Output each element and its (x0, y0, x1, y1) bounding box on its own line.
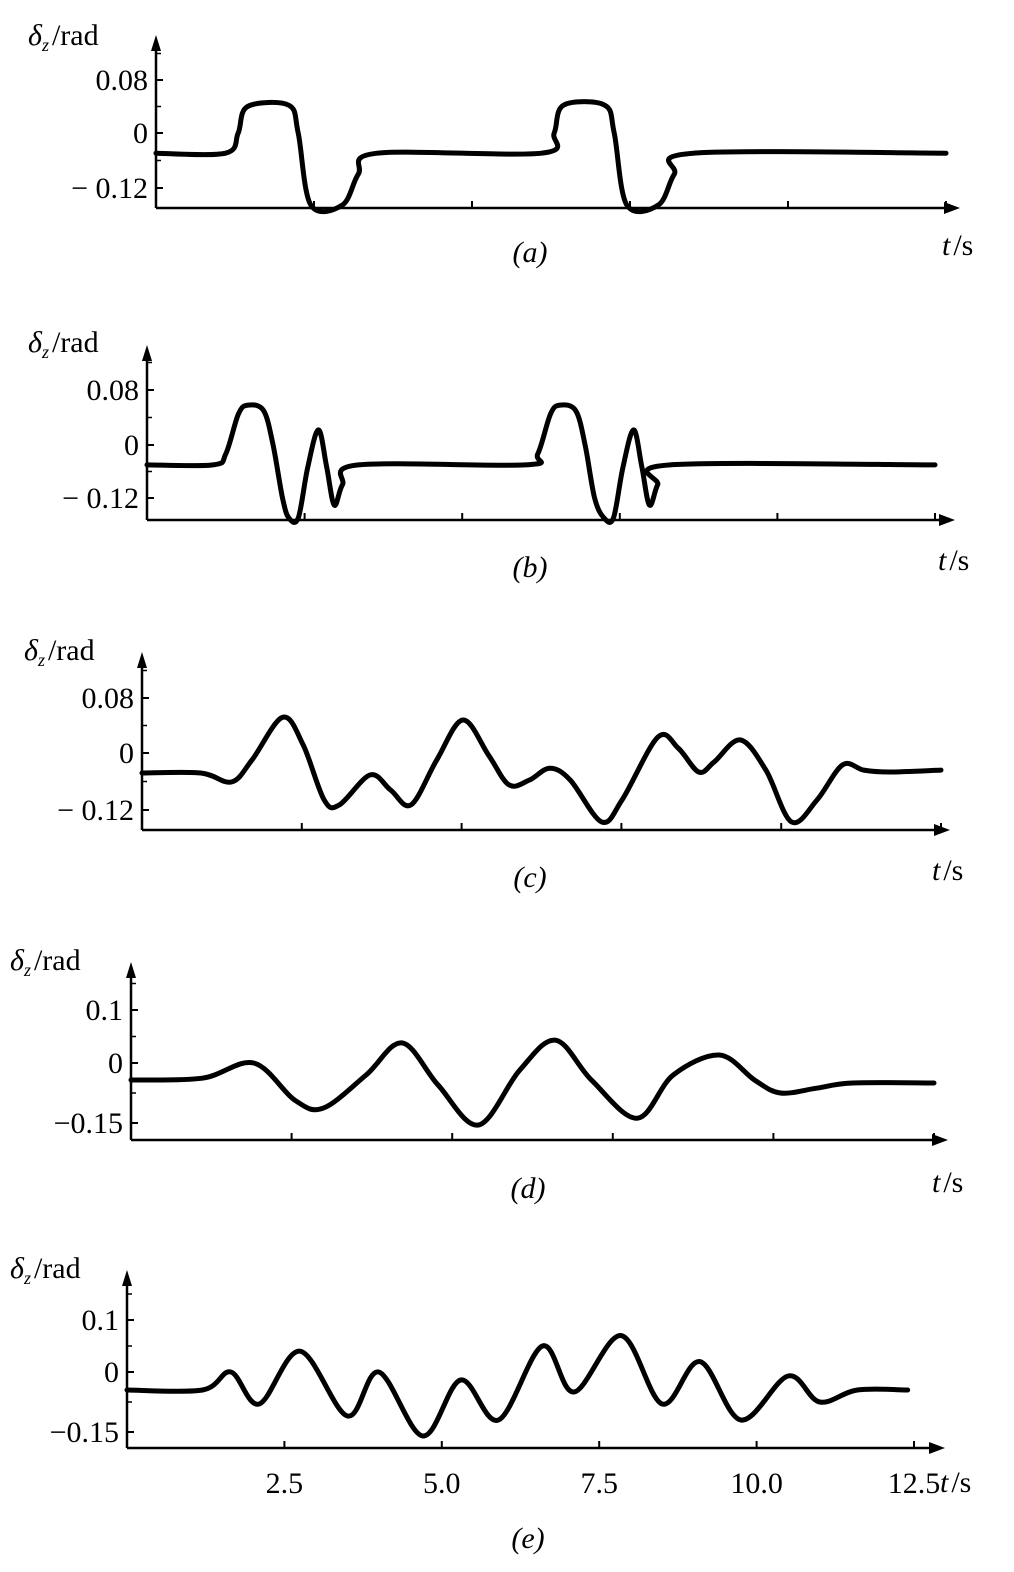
y-label-subscript: z (23, 960, 31, 980)
x-tick-label: 7.5 (580, 1467, 618, 1500)
x-label-symbol: t (938, 544, 947, 577)
subplot-c: 0.08 0 − 0.12 δz/rad t/s (c) (24, 634, 963, 894)
series-line (144, 402, 938, 525)
x-label-unit: /s (953, 229, 973, 262)
y-label-unit: /rad (34, 1252, 81, 1285)
subplot-b: 0.08 0 − 0.12 δz/rad t/s (b) (28, 326, 969, 584)
y-axis-arrow-icon (122, 1270, 132, 1286)
x-label-unit: /s (951, 1466, 971, 1499)
series-line (128, 1037, 937, 1128)
y-axis-label: δz/rad (10, 944, 81, 980)
x-label-symbol: t (932, 854, 941, 887)
y-tick-label: 0 (108, 1047, 123, 1080)
y-tick-label: − 0.12 (57, 794, 134, 827)
y-tick-label: −0.15 (50, 1416, 119, 1449)
y-label-subscript: z (37, 650, 45, 670)
series-line (153, 99, 949, 215)
x-label-symbol: t (942, 229, 951, 262)
y-tick-label: 0 (124, 429, 139, 462)
y-axis-arrow-icon (137, 652, 147, 668)
x-label-unit: /s (943, 1166, 963, 1199)
y-label-unit: /rad (48, 634, 95, 667)
series-line (124, 1333, 911, 1439)
x-axis-arrow-icon (932, 1134, 948, 1146)
subplot-e: 0.1 0 −0.15 2.5 5.0 7.5 10.0 12.5 δz/rad t/s (e) (10, 1252, 971, 1555)
x-axis-label: t/s (932, 854, 963, 887)
x-label-symbol: t (940, 1466, 949, 1499)
y-axis-label: δz/rad (24, 634, 95, 670)
subplot-caption: (a) (513, 236, 548, 269)
x-tick-label: 5.0 (423, 1467, 461, 1500)
y-label-unit: /rad (52, 326, 99, 359)
x-axis-label: t/s (932, 1166, 963, 1199)
subplot-caption: (d) (511, 1172, 546, 1205)
x-axis-label: t/s (942, 229, 973, 262)
y-tick-label: 0 (133, 117, 148, 150)
x-label-symbol: t (932, 1166, 941, 1199)
subplot-caption: (b) (513, 551, 548, 584)
y-tick-label: 0 (104, 1356, 119, 1389)
y-axis-arrow-icon (126, 962, 136, 978)
y-tick-label: 0 (119, 737, 134, 770)
y-tick-label: −0.15 (54, 1107, 123, 1140)
x-axis-arrow-icon (929, 1442, 945, 1454)
y-label-unit: /rad (34, 944, 81, 977)
y-axis-label: δz/rad (28, 326, 99, 362)
y-tick-label: 0.1 (82, 1304, 120, 1337)
x-tick-label: 2.5 (266, 1467, 304, 1500)
y-tick-label: 0.08 (82, 682, 135, 715)
y-label-symbol: δ (28, 326, 43, 359)
subplot-d: 0.1 0 −0.15 δz/rad t/s (d) (10, 944, 963, 1205)
y-label-symbol: δ (24, 634, 39, 667)
y-label-symbol: δ (10, 944, 25, 977)
x-tick-label: 12.5 (888, 1467, 941, 1500)
y-label-subscript: z (41, 342, 49, 362)
subplot-caption: (e) (511, 1522, 544, 1555)
y-label-symbol: δ (28, 19, 43, 52)
y-tick-label: − 0.12 (71, 172, 148, 205)
subplot-a: 0.08 0 − 0.12 δz/rad t/s (a) (28, 19, 973, 269)
y-label-subscript: z (41, 35, 49, 55)
x-axis-arrow-icon (944, 202, 960, 214)
x-axis-label: t/s (938, 544, 969, 577)
subplot-caption: (c) (513, 861, 546, 894)
y-tick-label: 0.08 (96, 64, 149, 97)
y-tick-label: − 0.12 (62, 482, 139, 515)
x-label-unit: /s (949, 544, 969, 577)
y-axis-label: δz/rad (10, 1252, 81, 1288)
y-axis-arrow-icon (151, 35, 161, 51)
x-axis-label: t/s (940, 1466, 971, 1499)
x-tick-label: 10.0 (730, 1467, 783, 1500)
y-label-unit: /rad (52, 19, 99, 52)
y-axis-arrow-icon (142, 345, 152, 361)
x-label-unit: /s (943, 854, 963, 887)
y-tick-label: 0.1 (86, 994, 124, 1027)
series-line (139, 714, 944, 826)
y-tick-label: 0.08 (87, 374, 140, 407)
y-label-symbol: δ (10, 1252, 25, 1285)
x-axis-arrow-icon (939, 514, 955, 526)
y-label-subscript: z (23, 1268, 31, 1288)
y-axis-label: δz/rad (28, 19, 99, 55)
